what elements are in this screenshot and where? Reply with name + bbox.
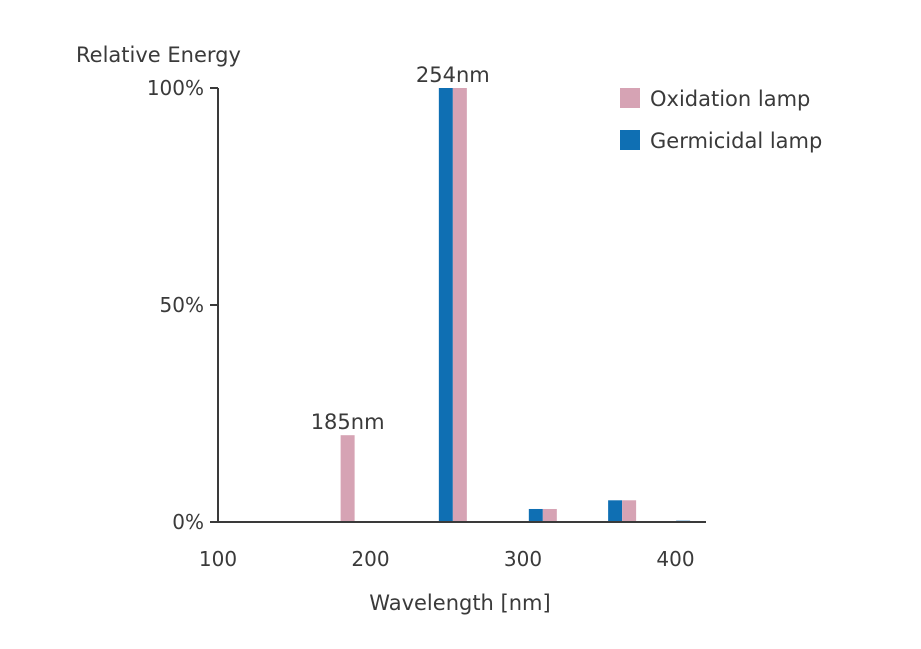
x-tick-label: 400 — [656, 547, 694, 571]
peak-annotation: 185nm — [311, 410, 385, 434]
y-axis-label: Relative Energy — [76, 43, 241, 67]
x-tick-label: 100 — [199, 547, 237, 571]
bar-oxidation-lamp — [622, 500, 637, 522]
bar-germicidal-lamp — [528, 508, 543, 522]
legend: Oxidation lamp Germicidal lamp — [620, 87, 822, 153]
annotations: 254nm 185nm — [311, 63, 490, 434]
x-tick-label: 300 — [504, 547, 542, 571]
y-tick-label: 0% — [172, 510, 204, 534]
bar-oxidation-lamp — [542, 508, 557, 522]
legend-swatch-germicidal — [620, 130, 640, 150]
bar-oxidation-lamp — [452, 88, 467, 522]
legend-swatch-oxidation — [620, 88, 640, 108]
peak-annotation: 254nm — [416, 63, 490, 87]
x-axis-label: Wavelength [nm] — [369, 591, 550, 615]
legend-label-oxidation: Oxidation lamp — [650, 87, 810, 111]
legend-label-germicidal: Germicidal lamp — [650, 129, 822, 153]
axis-ticks: 0% 50% 100% 100 200 300 400 — [147, 76, 695, 571]
bar-germicidal-lamp — [608, 500, 623, 522]
bar-oxidation-lamp — [340, 435, 355, 522]
y-tick-label: 50% — [160, 293, 204, 317]
x-tick-label: 200 — [351, 547, 389, 571]
y-tick-label: 100% — [147, 76, 204, 100]
bar-germicidal-lamp — [438, 88, 453, 522]
bars — [340, 88, 691, 522]
